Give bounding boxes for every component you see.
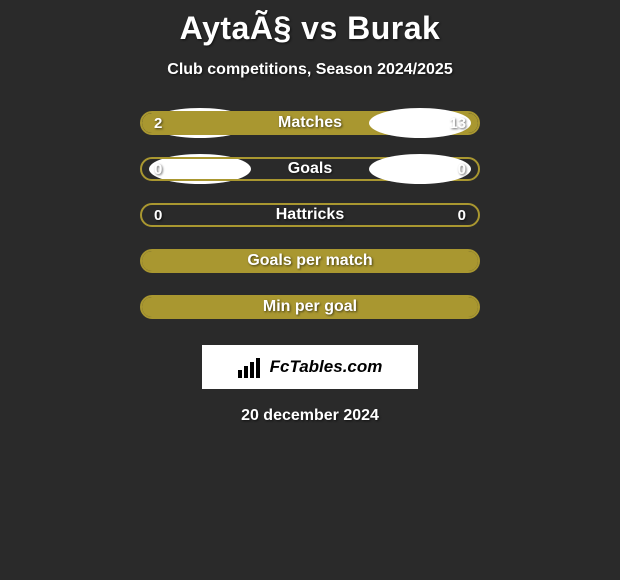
stat-label: Hattricks (142, 206, 478, 224)
bar-fill-left (142, 113, 202, 133)
bar-fill (142, 251, 478, 271)
stat-value-left: 0 (154, 205, 162, 225)
stat-value-left: 2 (154, 113, 162, 133)
bars-icon (238, 356, 264, 378)
page-title: AytaÃ§ vs Burak (180, 10, 441, 47)
bar-fill (142, 297, 478, 317)
subtitle: Club competitions, Season 2024/2025 (167, 61, 452, 79)
stat-value-left: 0 (154, 159, 162, 179)
stat-row: Goals per match (140, 249, 480, 273)
team-badge-right (369, 154, 471, 184)
stat-bar: Min per goal (140, 295, 480, 319)
stat-value-right: 0 (458, 159, 466, 179)
comparison-panel: AytaÃ§ vs Burak Club competitions, Seaso… (0, 0, 620, 425)
stat-row: 213Matches (140, 111, 480, 135)
stat-row: Min per goal (140, 295, 480, 319)
logo-box[interactable]: FcTables.com (202, 345, 418, 389)
stat-row: 0 0Hattricks (140, 203, 480, 227)
stat-value-right: 0 (458, 205, 466, 225)
stat-bar: Goals per match (140, 249, 480, 273)
stat-bar: 0 0Hattricks (140, 203, 480, 227)
stat-value-right: 13 (449, 113, 466, 133)
date-label: 20 december 2024 (241, 407, 379, 425)
logo-text: FcTables.com (270, 357, 383, 377)
stats-rows: 213Matches00Goals00HattricksGoals per ma… (140, 111, 480, 341)
stat-row: 00Goals (140, 157, 480, 181)
